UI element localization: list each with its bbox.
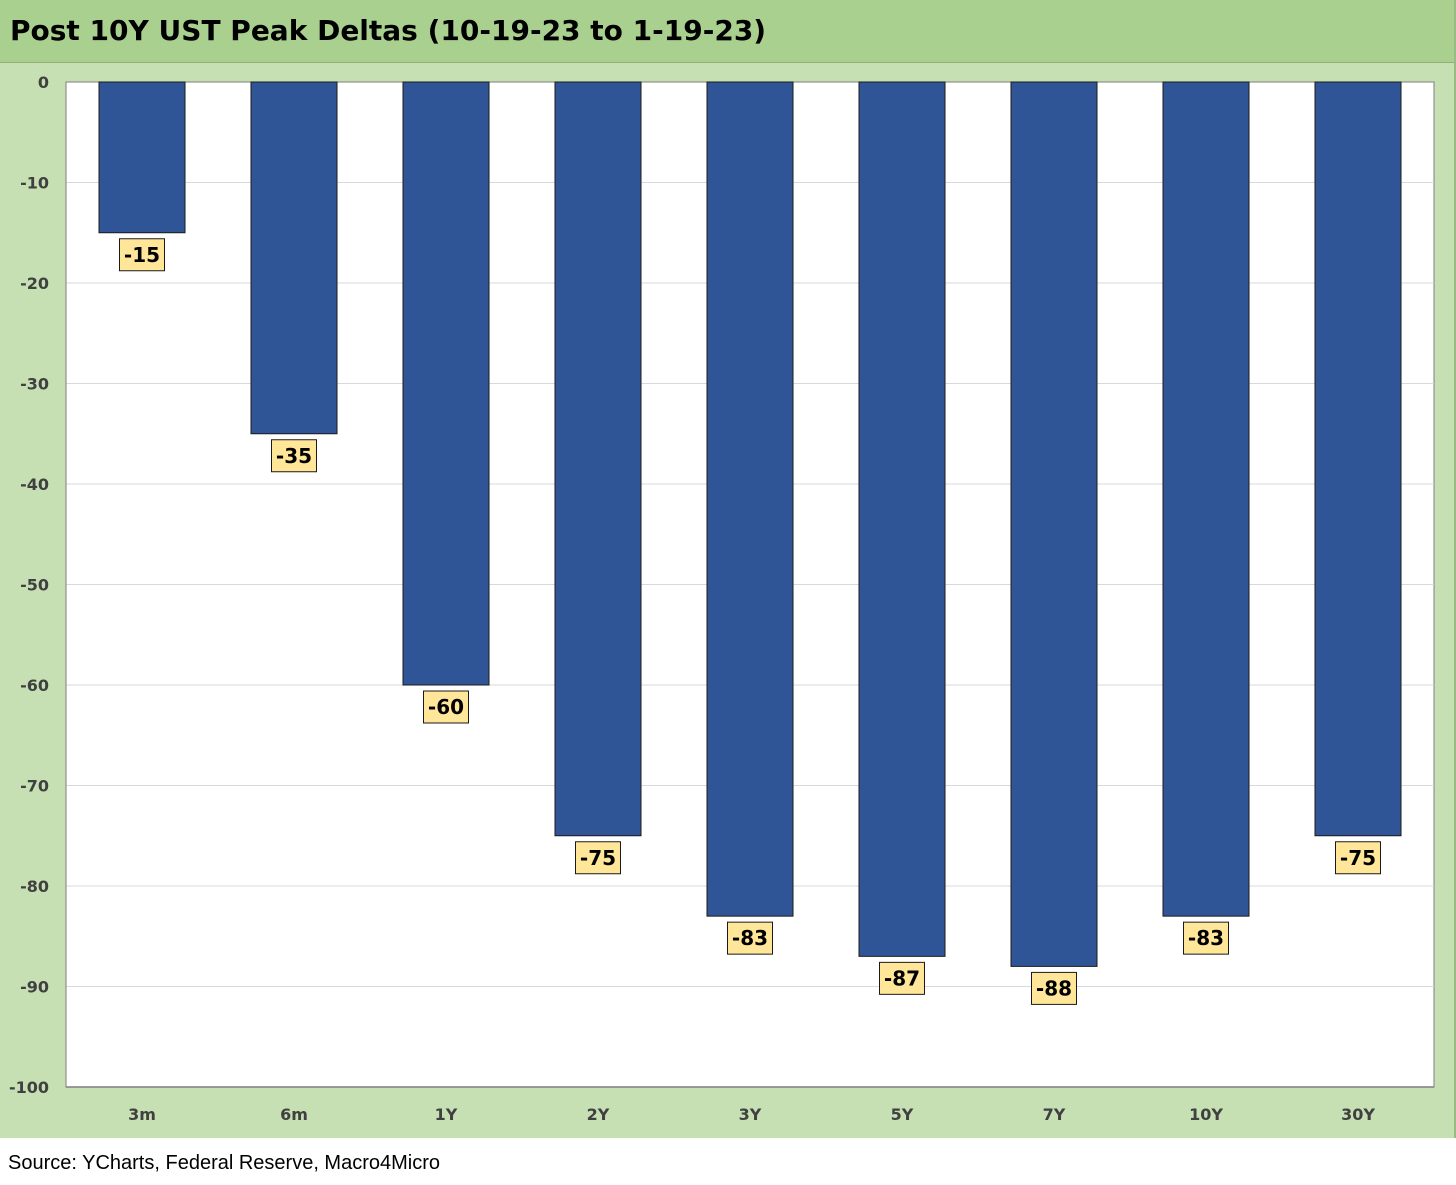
data-label-box-3Y — [727, 921, 773, 955]
y-tick-label: 0 — [38, 73, 49, 92]
bar-3Y — [706, 81, 794, 917]
x-tick-label-5Y: 5Y — [891, 1105, 914, 1124]
source-note: Source: YCharts, Federal Reserve, Macro4… — [8, 1152, 441, 1174]
data-label-box-6m — [271, 439, 317, 473]
y-tick-label: -80 — [20, 877, 49, 896]
x-tick-label-3m: 3m — [128, 1105, 156, 1124]
data-label-box-5Y — [879, 961, 925, 995]
y-tick-label: -40 — [20, 475, 49, 494]
data-label-box-3m — [119, 238, 165, 272]
bar-1Y — [402, 81, 490, 686]
x-tick-label-6m: 6m — [280, 1105, 308, 1124]
bar-2Y — [554, 81, 642, 837]
x-tick-label-10Y: 10Y — [1189, 1105, 1223, 1124]
bar-chart: 0 -10 -20 -30 -40 -50 -60 -70 -80 -90 -100 -15 3m -35… — [9, 73, 1435, 1124]
data-label-5Y: -87 — [884, 966, 920, 990]
bar-30Y — [1314, 81, 1402, 837]
data-label-6m: -35 — [276, 444, 312, 468]
x-tick-label-3Y: 3Y — [739, 1105, 762, 1124]
bar-5Y — [858, 81, 946, 957]
data-label-3m: -15 — [124, 243, 160, 267]
data-label-3Y: -83 — [732, 926, 768, 950]
y-tick-label: -90 — [20, 978, 49, 997]
y-tick-label: -70 — [20, 777, 49, 796]
data-label-box-2Y — [575, 841, 621, 875]
x-tick-label-30Y: 30Y — [1341, 1105, 1375, 1124]
data-label-30Y: -75 — [1340, 846, 1376, 870]
bar-10Y — [1162, 81, 1250, 917]
data-label-box-10Y — [1183, 921, 1229, 955]
bar-6m — [250, 81, 338, 435]
data-label-box-7Y — [1031, 971, 1077, 1005]
data-label-box-1Y — [423, 690, 469, 724]
bar-3m — [98, 81, 186, 234]
y-tick-label: -20 — [20, 274, 49, 293]
data-label-1Y: -60 — [428, 695, 464, 719]
data-label-7Y: -88 — [1036, 976, 1072, 1000]
title-bar: Post 10Y UST Peak Deltas (10-19-23 to 1-… — [0, 0, 1454, 63]
y-tick-label: -100 — [9, 1078, 49, 1097]
x-tick-label-2Y: 2Y — [587, 1105, 610, 1124]
data-label-box-30Y — [1335, 841, 1381, 875]
data-label-10Y: -83 — [1188, 926, 1224, 950]
y-tick-label: -10 — [20, 174, 49, 193]
data-label-2Y: -75 — [580, 846, 616, 870]
x-tick-label-7Y: 7Y — [1043, 1105, 1066, 1124]
y-tick-label: -30 — [20, 375, 49, 394]
chart-title: Post 10Y UST Peak Deltas (10-19-23 to 1-… — [10, 14, 767, 47]
y-tick-label: -50 — [20, 576, 49, 595]
x-tick-label-1Y: 1Y — [435, 1105, 458, 1124]
y-tick-label: -60 — [20, 676, 49, 695]
bar-7Y — [1010, 81, 1098, 967]
